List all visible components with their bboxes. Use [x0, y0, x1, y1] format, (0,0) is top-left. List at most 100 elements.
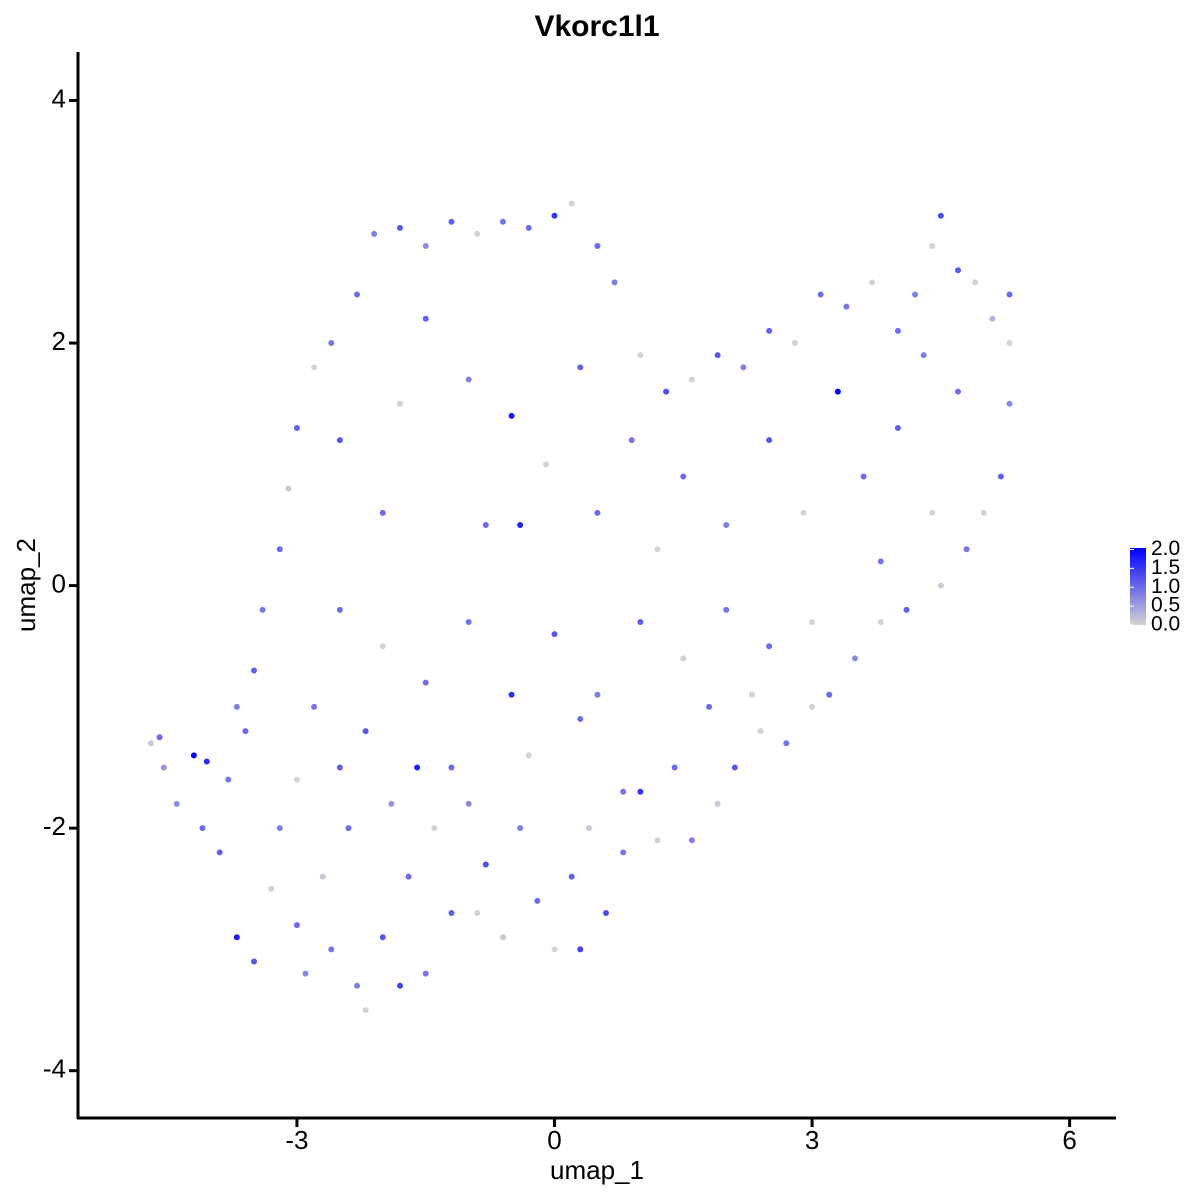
point [714, 352, 721, 359]
point [894, 327, 901, 334]
point [525, 224, 532, 231]
point [594, 509, 601, 516]
point [714, 800, 721, 807]
point [354, 291, 361, 298]
point [525, 752, 532, 759]
point [371, 230, 378, 237]
y-tick-label: 4 [52, 83, 66, 113]
point [723, 606, 730, 613]
point [551, 631, 558, 638]
point [766, 327, 773, 334]
point [534, 897, 541, 904]
point [276, 825, 283, 832]
point [474, 910, 481, 917]
point [603, 910, 610, 917]
point [620, 849, 627, 856]
point [611, 279, 618, 286]
point [869, 279, 876, 286]
point [972, 279, 979, 286]
x-tick-label: 6 [1062, 1125, 1076, 1155]
point [706, 703, 713, 710]
point [766, 437, 773, 444]
point [336, 764, 343, 771]
point [731, 764, 738, 771]
point [311, 703, 318, 710]
y-tick-label: 0 [52, 568, 66, 598]
point [482, 521, 489, 528]
point [637, 618, 644, 625]
point [199, 825, 206, 832]
point [654, 546, 661, 553]
point [989, 315, 996, 322]
point [628, 437, 635, 444]
point [894, 424, 901, 431]
point [1006, 291, 1013, 298]
point [448, 910, 455, 917]
point [448, 764, 455, 771]
point [336, 437, 343, 444]
point [345, 825, 352, 832]
point [285, 485, 292, 492]
point [508, 412, 515, 419]
point [499, 934, 506, 941]
point [834, 388, 841, 395]
point [147, 740, 154, 747]
point [319, 873, 326, 880]
point [594, 243, 601, 250]
point [817, 291, 824, 298]
y-axis-label: umap_2 [11, 538, 41, 632]
point [448, 218, 455, 225]
point [362, 1007, 369, 1014]
point [328, 340, 335, 347]
point [594, 691, 601, 698]
point [577, 364, 584, 371]
point [680, 473, 687, 480]
point [577, 946, 584, 953]
point [302, 970, 309, 977]
x-axis-label: umap_1 [550, 1155, 644, 1185]
x-tick-label: 0 [547, 1125, 561, 1155]
point [431, 825, 438, 832]
colorbar-tick-label: 0.5 [1151, 594, 1180, 617]
point [216, 849, 223, 856]
point [783, 740, 790, 747]
point [173, 800, 180, 807]
point [422, 243, 429, 250]
point [851, 655, 858, 662]
point [671, 764, 678, 771]
point [233, 934, 240, 941]
point [259, 606, 266, 613]
point [791, 340, 798, 347]
point [929, 509, 936, 516]
y-tick-label: -2 [43, 811, 66, 841]
point [766, 643, 773, 650]
point [843, 303, 850, 310]
point [242, 728, 249, 735]
point [190, 752, 197, 759]
point [474, 230, 481, 237]
y-tick-label: -4 [43, 1054, 66, 1084]
colorbar [1130, 548, 1146, 625]
point [903, 606, 910, 613]
point [912, 291, 919, 298]
colorbar-tick-label: 1.5 [1151, 556, 1180, 579]
point [542, 461, 549, 468]
point [156, 734, 163, 741]
point [637, 352, 644, 359]
point [980, 509, 987, 516]
point [388, 800, 395, 807]
point [955, 388, 962, 395]
point [160, 764, 167, 771]
point [276, 546, 283, 553]
point [422, 679, 429, 686]
point [396, 400, 403, 407]
x-tick-label: 3 [805, 1125, 819, 1155]
point [293, 922, 300, 929]
point [688, 376, 695, 383]
point [293, 424, 300, 431]
point [482, 861, 489, 868]
point [251, 958, 258, 965]
point [251, 667, 258, 674]
point [465, 800, 472, 807]
point [920, 352, 927, 359]
